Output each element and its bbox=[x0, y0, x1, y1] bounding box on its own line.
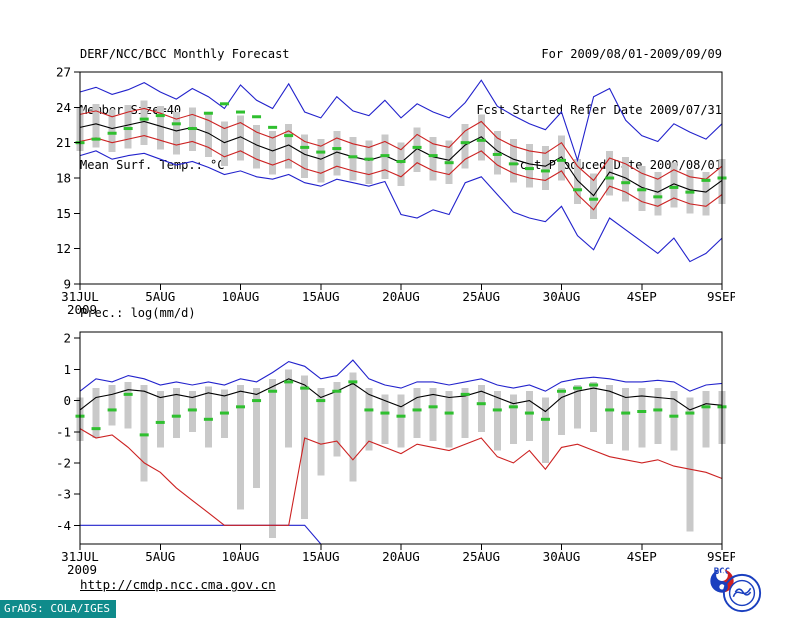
svg-text:9SEP: 9SEP bbox=[707, 549, 735, 564]
svg-text:-2: -2 bbox=[56, 455, 71, 470]
svg-text:15AUG: 15AUG bbox=[302, 549, 340, 564]
svg-text:25AUG: 25AUG bbox=[462, 549, 500, 564]
svg-text:4SEP: 4SEP bbox=[627, 289, 657, 304]
svg-text:5AUG: 5AUG bbox=[145, 289, 175, 304]
svg-text:10AUG: 10AUG bbox=[222, 289, 260, 304]
svg-text:24: 24 bbox=[56, 100, 71, 115]
svg-text:31JUL: 31JUL bbox=[61, 549, 99, 564]
svg-text:30AUG: 30AUG bbox=[543, 549, 581, 564]
page-title: DERF/NCC/BCC Monthly Forecast bbox=[80, 47, 290, 61]
bcc-logo-text: BCC bbox=[713, 567, 730, 577]
svg-text:1: 1 bbox=[63, 362, 71, 377]
svg-text:20AUG: 20AUG bbox=[382, 549, 420, 564]
svg-text:5AUG: 5AUG bbox=[145, 549, 175, 564]
svg-text:27: 27 bbox=[56, 65, 71, 80]
temperature-chart: 9 12 15 18 21 24 27 31JUL 5AUG 10AUG 15AUG 20AUG 25A… bbox=[56, 65, 735, 318]
refer-date-label: Fcst Started Refer Date 2009/07/31 bbox=[476, 102, 722, 117]
svg-text:25AUG: 25AUG bbox=[462, 289, 500, 304]
svg-text:0: 0 bbox=[63, 393, 71, 408]
svg-text:15: 15 bbox=[56, 206, 71, 221]
svg-text:2009: 2009 bbox=[67, 562, 97, 577]
precipitation-chart: -4 -3 -2 -1 0 1 2 31JUL 5AUG 10AUG 15AUG 20AUG 25AUG… bbox=[56, 331, 735, 577]
svg-text:15AUG: 15AUG bbox=[302, 289, 340, 304]
grads-credit-badge: GrADS: COLA/IGES bbox=[0, 600, 116, 618]
bcc-swirl-icon bbox=[710, 569, 734, 593]
svg-text:-3: -3 bbox=[56, 487, 71, 502]
svg-text:2: 2 bbox=[63, 331, 71, 346]
temp-variable-label: Mean Surf. Temp.: °C bbox=[80, 158, 225, 172]
forecast-range-label: For 2009/08/01-2009/09/09 bbox=[541, 47, 722, 61]
svg-text:9SEP: 9SEP bbox=[707, 289, 735, 304]
svg-text:12: 12 bbox=[56, 241, 71, 256]
svg-text:31JUL: 31JUL bbox=[61, 289, 99, 304]
svg-text:30AUG: 30AUG bbox=[543, 289, 581, 304]
footer-url[interactable]: http://cmdp.ncc.cma.gov.cn bbox=[80, 577, 276, 592]
svg-text:10AUG: 10AUG bbox=[222, 549, 260, 564]
ncc-emblem-icon bbox=[722, 573, 762, 612]
svg-text:21: 21 bbox=[56, 135, 71, 150]
svg-text:2009: 2009 bbox=[67, 302, 97, 317]
svg-text:-1: -1 bbox=[56, 424, 71, 439]
precip-axis-label: Prec.: log(mm/d) bbox=[80, 306, 196, 320]
bcc-logo: BCC bbox=[710, 566, 734, 593]
svg-text:4SEP: 4SEP bbox=[627, 549, 657, 564]
svg-text:18: 18 bbox=[56, 171, 71, 186]
svg-text:20AUG: 20AUG bbox=[382, 289, 420, 304]
svg-text:9: 9 bbox=[63, 277, 71, 292]
svg-text:-4: -4 bbox=[56, 518, 71, 533]
